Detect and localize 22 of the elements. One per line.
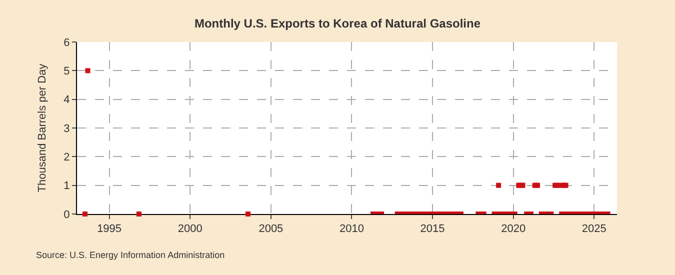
y-tick-label: 3	[64, 122, 70, 135]
x-tick-label: 2025	[582, 223, 606, 236]
y-tick-label: 4	[64, 94, 70, 106]
x-tick-label: 2015	[420, 223, 445, 236]
x-tick-label: 2020	[501, 223, 526, 236]
chart-title: Monthly U.S. Exports to Korea of Natural Gasoline	[194, 16, 481, 31]
source-note: Source: U.S. Energy Information Administration	[36, 250, 225, 260]
y-axis-title: Thousand Barrels per Day	[36, 63, 48, 192]
point	[85, 68, 90, 74]
y-tick-label: 5	[64, 66, 70, 78]
y-tick-label: 0	[64, 208, 70, 221]
point	[245, 212, 250, 216]
point	[136, 212, 142, 216]
point	[496, 182, 502, 188]
x-tick-label: 2000	[178, 223, 202, 236]
y-tick-label: 1	[64, 180, 70, 192]
x-tick-label: 1995	[97, 223, 122, 236]
x-tick-label: 2010	[339, 223, 364, 236]
y-tick-label: 6	[64, 36, 70, 49]
point	[82, 212, 88, 216]
y-tick-label: 2	[64, 152, 70, 164]
x-tick-label: 2005	[258, 223, 284, 236]
